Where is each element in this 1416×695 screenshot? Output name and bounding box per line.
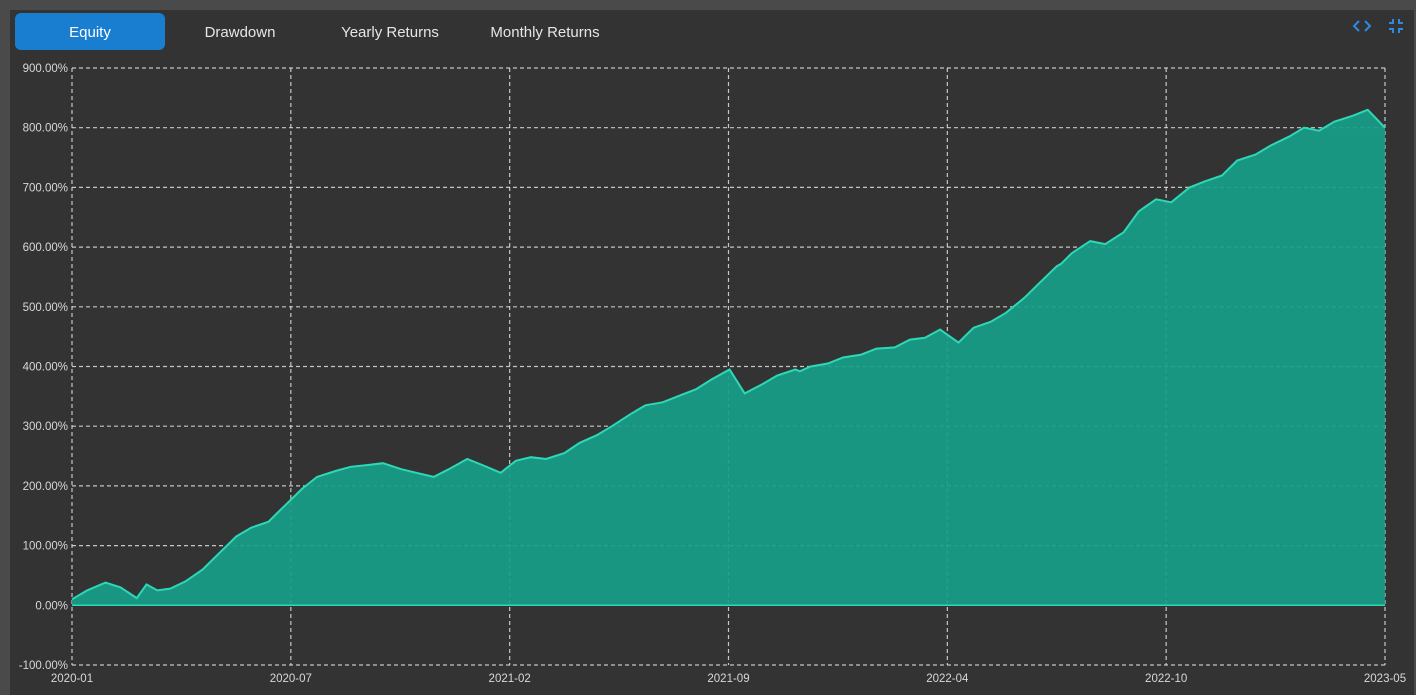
x-tick-label: 2022-04 — [926, 673, 969, 685]
x-tick-label: 2021-09 — [707, 673, 749, 685]
x-tick-label: 2021-02 — [489, 673, 531, 685]
code-brackets-icon[interactable] — [1352, 18, 1372, 34]
tab-monthly-returns[interactable]: Monthly Returns — [490, 24, 600, 41]
chart-series — [71, 108, 1386, 607]
y-tick-label: 300.00% — [23, 421, 68, 433]
x-axis-ticks: 2020-01 2020-07 2021-02 2021-09 2022-04 2022-… — [51, 673, 1406, 685]
y-tick-label: 700.00% — [23, 182, 68, 194]
y-tick-label: -100.00% — [19, 660, 68, 672]
collapse-icon[interactable] — [1386, 18, 1406, 34]
y-tick-label: 200.00% — [23, 481, 68, 493]
y-tick-label: 600.00% — [23, 242, 68, 254]
tab-drawdown[interactable]: Drawdown — [204, 24, 276, 41]
y-tick-label: 900.00% — [23, 63, 68, 75]
y-tick-label: 800.00% — [23, 123, 68, 135]
x-tick-label: 2023-05 — [1364, 673, 1406, 685]
y-tick-label: 100.00% — [23, 541, 68, 553]
equity-area — [72, 109, 1385, 606]
tab-yearly-returns[interactable]: Yearly Returns — [341, 24, 439, 41]
y-tick-label: 500.00% — [23, 302, 68, 314]
x-tick-label: 2022-10 — [1145, 673, 1187, 685]
equity-line — [71, 108, 1386, 601]
y-tick-label: 0.00% — [35, 600, 68, 612]
toolbar-icons — [1352, 18, 1406, 34]
x-tick-label: 2020-07 — [270, 673, 312, 685]
y-axis-ticks: 900.00% 800.00% 700.00% 600.00% 500.00% 400.0… — [19, 63, 68, 672]
tab-bar: Equity Drawdown Yearly Returns Monthly R… — [15, 13, 625, 50]
y-tick-label: 400.00% — [23, 362, 68, 374]
x-tick-label: 2020-01 — [51, 673, 93, 685]
tab-equity[interactable]: Equity — [15, 13, 165, 50]
